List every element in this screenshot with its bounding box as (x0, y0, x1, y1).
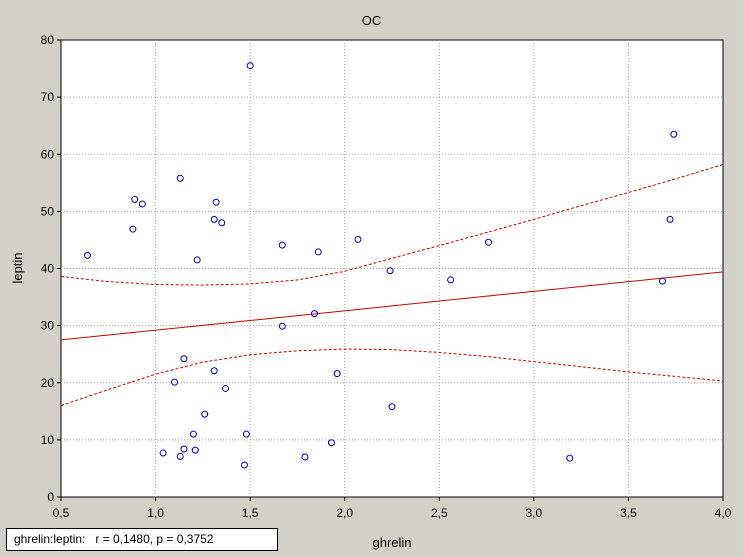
y-tick-label: 0 (47, 490, 54, 504)
data-point (159, 449, 167, 457)
data-point (447, 276, 455, 284)
data-point (210, 215, 218, 223)
data-points (83, 62, 678, 469)
data-point (180, 445, 188, 453)
data-point (310, 310, 318, 318)
data-point (138, 200, 146, 208)
y-tick-label: 70 (41, 90, 55, 104)
data-point (484, 238, 492, 246)
data-point (210, 367, 218, 375)
y-tick-label: 80 (41, 33, 55, 47)
x-tick-label: 0,5 (53, 506, 70, 520)
y-tick-label: 60 (41, 147, 55, 161)
y-tick-label: 50 (41, 204, 55, 218)
confidence-band-upper (60, 164, 724, 286)
data-point (218, 219, 226, 227)
data-point (388, 403, 396, 411)
confidence-bands (60, 164, 724, 407)
data-point (193, 256, 201, 264)
data-point (176, 452, 184, 460)
data-point (354, 235, 362, 243)
x-tick-label: 4,0 (715, 506, 732, 520)
data-point (131, 195, 139, 203)
data-point (314, 248, 322, 256)
data-point (180, 355, 188, 363)
data-point (386, 267, 394, 275)
y-axis-ticks: 0 10 20 30 40 50 60 70 80 (41, 33, 61, 504)
data-point (301, 453, 309, 461)
y-tick-label: 40 (41, 262, 55, 276)
data-point (666, 215, 674, 223)
y-tick-label: 10 (41, 433, 55, 447)
data-point (242, 430, 250, 438)
data-point (240, 461, 248, 469)
x-tick-label: 2,0 (336, 506, 353, 520)
data-point (83, 251, 91, 259)
data-point (189, 430, 197, 438)
data-point (278, 241, 286, 249)
data-point (176, 174, 184, 182)
data-point (170, 378, 178, 386)
x-tick-label: 1,5 (242, 506, 259, 520)
y-tick-label: 30 (41, 319, 55, 333)
chart-title: OC (362, 13, 382, 28)
regression-line-group (60, 271, 724, 341)
data-point (212, 198, 220, 206)
x-tick-label: 3,5 (620, 506, 637, 520)
correlation-stats-box: ghrelin:leptin: r = 0,1480, p = 0,3752 (6, 528, 278, 551)
data-point (333, 370, 341, 378)
data-point (658, 277, 666, 285)
data-point (670, 130, 678, 138)
x-tick-label: 1,0 (147, 506, 164, 520)
data-point (278, 322, 286, 330)
data-point (246, 62, 254, 70)
data-point (566, 454, 574, 462)
data-point (201, 410, 209, 418)
data-point (129, 225, 137, 233)
data-point (222, 384, 230, 392)
data-point (327, 439, 335, 447)
regression-line (60, 271, 724, 341)
confidence-band-lower (60, 348, 724, 407)
x-tick-label: 2,5 (431, 506, 448, 520)
data-point (191, 446, 199, 454)
x-axis-label: ghrelin (372, 535, 411, 550)
x-tick-label: 3,0 (526, 506, 543, 520)
y-tick-label: 20 (41, 376, 55, 390)
y-axis-label: leptin (10, 252, 25, 283)
x-axis-ticks: 0,5 1,0 1,5 2,0 2,5 3,0 3,5 4,0 (53, 497, 732, 520)
